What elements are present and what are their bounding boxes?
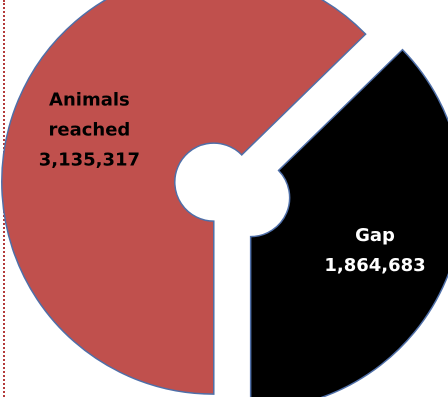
slice-label-line: 3,135,317 — [39, 150, 140, 171]
slice-label-line: 1,864,683 — [324, 255, 425, 276]
donut-slice-gap — [249, 48, 448, 397]
slice-label-line: Gap — [355, 225, 395, 246]
slice-label-line: reached — [48, 120, 130, 141]
slice-label-gap: Gap 1,864,683 — [324, 225, 425, 276]
donut-slice-animals-reached — [1, 0, 367, 395]
slice-label-line: Animals — [49, 90, 130, 111]
slice-label-animals-reached: Animals reached 3,135,317 — [39, 90, 140, 171]
